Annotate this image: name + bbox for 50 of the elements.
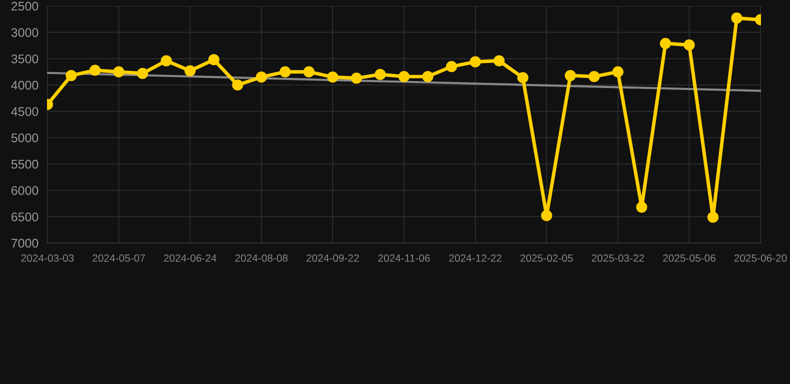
point — [707, 212, 719, 223]
y-tick-label: 3500 — [11, 54, 38, 64]
point — [327, 72, 338, 83]
point — [89, 64, 101, 76]
y-tick-label: 7000 — [12, 238, 38, 248]
y-tick-label: 4000 — [11, 80, 38, 90]
point — [374, 68, 386, 80]
point — [494, 55, 505, 66]
x-tick-label: 2025-03-22 — [592, 254, 644, 262]
x-tick-label: 2024-06-24 — [164, 254, 216, 262]
y-tick-label: 2500 — [11, 2, 38, 11]
point — [541, 210, 552, 222]
y-tick-label: 5000 — [11, 133, 38, 142]
x-tick-label: 2024-05-07 — [92, 254, 145, 262]
point — [564, 70, 576, 82]
x-tick-label: 2025-06-20 — [734, 254, 787, 262]
point — [280, 66, 291, 78]
x-tick-label: 2024-08-08 — [235, 254, 288, 262]
x-tick-label: 2025-05-06 — [663, 254, 716, 262]
y-tick-label: 3000 — [11, 28, 38, 37]
point — [731, 12, 742, 24]
x-tick-label: 2025-02-05 — [520, 254, 573, 262]
point — [684, 39, 695, 51]
y-tick-label: 6500 — [11, 212, 38, 222]
point — [208, 54, 220, 66]
point — [232, 79, 244, 91]
point — [350, 72, 362, 84]
point — [136, 68, 148, 79]
point — [113, 66, 124, 78]
point — [612, 66, 624, 78]
y-tick-label: 5500 — [11, 160, 38, 169]
x-tick-label: 2024-12-22 — [449, 254, 502, 262]
x-tick-label: 2024-09-22 — [306, 254, 359, 262]
point — [66, 70, 77, 82]
x-tick-label: 2024-03-03 — [21, 254, 74, 262]
y-tick-label: 4500 — [11, 107, 38, 116]
point — [422, 71, 434, 82]
point — [588, 71, 600, 82]
point — [184, 65, 196, 76]
point — [660, 38, 672, 49]
point — [470, 56, 481, 68]
point — [398, 71, 410, 82]
point — [256, 72, 267, 83]
point — [517, 72, 528, 84]
point — [636, 202, 648, 213]
point — [446, 61, 458, 72]
y-tick-label: 6000 — [11, 186, 38, 195]
x-tick-label: 2024-11-06 — [378, 254, 430, 262]
point — [160, 55, 172, 66]
point — [303, 66, 314, 78]
